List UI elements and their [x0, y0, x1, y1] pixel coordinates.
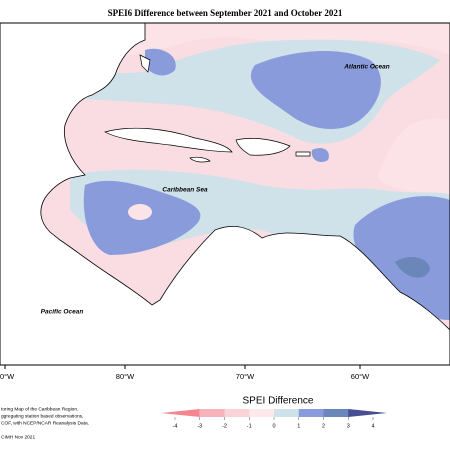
longitude-label: 60°W — [351, 372, 370, 381]
ocean-label: Caribbean Sea — [162, 187, 208, 194]
legend: SPEI Difference -4 -3 -2 -1 0 1 2 3 4 — [161, 396, 387, 429]
field-darkblue — [395, 256, 430, 278]
longitude-labels: 90°W 80°W 70°W 60°W — [0, 365, 370, 381]
ocean-label: Atlantic Ocean — [343, 64, 390, 71]
note: toring Map of the Caribbean Region. — [1, 406, 78, 412]
legend-tick-label: 3 — [347, 423, 350, 429]
ocean-label: Pacific Ocean — [41, 309, 84, 316]
legend-tick-label: 1 — [297, 423, 300, 429]
legend-swatch — [274, 409, 300, 417]
field-pink — [128, 204, 152, 220]
island — [189, 156, 211, 163]
land — [0, 23, 450, 365]
longitude-label: 70°W — [236, 372, 255, 381]
legend-tick-label: 2 — [322, 423, 325, 429]
legend-swatch — [161, 409, 200, 417]
map-title: SPEI6 Difference between September 2021 … — [108, 8, 343, 18]
island — [235, 138, 291, 156]
legend-tick-label: 0 — [272, 423, 275, 429]
legend-swatch — [323, 409, 349, 417]
legend-tick-label: -1 — [247, 423, 252, 429]
legend-tick-label: -3 — [197, 423, 202, 429]
legend-tick-label: 4 — [371, 423, 374, 429]
note: CIMH Nov 2021 — [1, 434, 35, 440]
field-blue — [311, 148, 329, 162]
island — [104, 127, 233, 153]
island — [295, 151, 311, 157]
notes: toring Map of the Caribbean Region.ggreg… — [1, 406, 89, 440]
field-blue — [145, 48, 176, 76]
legend-swatch — [199, 409, 225, 417]
legend-swatch — [249, 409, 275, 417]
longitude-label: 80°W — [116, 372, 135, 381]
legend-tick-label: -4 — [173, 423, 178, 429]
field-blue — [353, 196, 450, 320]
no-data-area — [0, 250, 150, 365]
map: Atlantic Ocean Caribbean Sea Pacific Oce… — [0, 22, 450, 366]
legend-swatch — [348, 409, 387, 417]
field-blue — [250, 50, 381, 130]
note: COF, with NCEP/NCAR Reanalysis Data. — [1, 420, 89, 426]
legend-title: SPEI Difference — [243, 396, 314, 407]
longitude-label: 90°W — [0, 372, 15, 381]
legend-tick-label: -2 — [222, 423, 227, 429]
legend-swatch — [224, 409, 250, 417]
island — [139, 54, 151, 73]
note: ggregating station based observations, — [1, 413, 83, 419]
map-frame — [0, 22, 450, 366]
legend-swatch — [298, 409, 324, 417]
